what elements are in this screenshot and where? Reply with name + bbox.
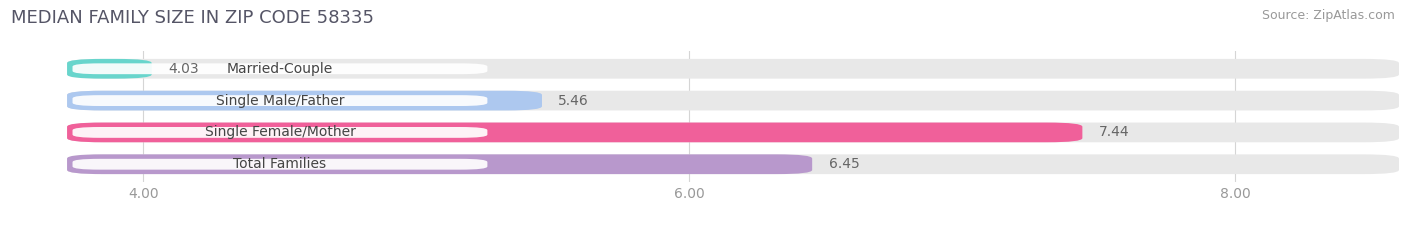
FancyBboxPatch shape <box>73 63 488 74</box>
FancyBboxPatch shape <box>67 59 152 79</box>
Text: Single Female/Mother: Single Female/Mother <box>204 125 356 139</box>
FancyBboxPatch shape <box>67 91 1399 110</box>
Text: 7.44: 7.44 <box>1098 125 1129 139</box>
Text: Married-Couple: Married-Couple <box>226 62 333 76</box>
FancyBboxPatch shape <box>67 154 813 174</box>
FancyBboxPatch shape <box>67 123 1083 142</box>
FancyBboxPatch shape <box>67 154 1399 174</box>
Text: Source: ZipAtlas.com: Source: ZipAtlas.com <box>1261 9 1395 22</box>
FancyBboxPatch shape <box>67 59 1399 79</box>
Text: 5.46: 5.46 <box>558 94 589 108</box>
Text: Total Families: Total Families <box>233 157 326 171</box>
Text: 6.45: 6.45 <box>828 157 859 171</box>
FancyBboxPatch shape <box>73 159 488 170</box>
FancyBboxPatch shape <box>67 91 541 110</box>
Text: MEDIAN FAMILY SIZE IN ZIP CODE 58335: MEDIAN FAMILY SIZE IN ZIP CODE 58335 <box>11 9 374 27</box>
Text: 4.03: 4.03 <box>169 62 198 76</box>
FancyBboxPatch shape <box>67 123 1399 142</box>
FancyBboxPatch shape <box>73 127 488 138</box>
Text: Single Male/Father: Single Male/Father <box>215 94 344 108</box>
FancyBboxPatch shape <box>73 95 488 106</box>
